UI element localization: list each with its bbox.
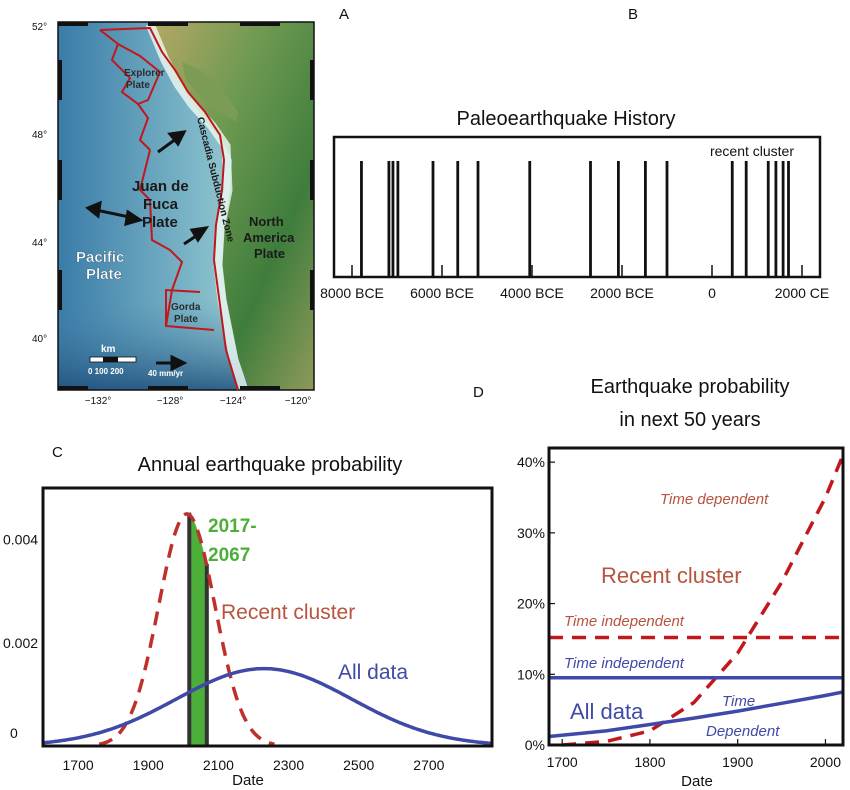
chart-d-frame (547, 446, 845, 747)
recent-cluster-annotation: recent cluster (710, 143, 794, 159)
highlight-label-2: 2067 (208, 545, 250, 566)
label-ti-all: Time independent (564, 655, 685, 672)
x-tick-label: 2000 CE (775, 285, 829, 301)
highlight-window-fill (189, 514, 207, 746)
coast-shelf (145, 22, 249, 392)
chart-b-ticks: 8000 BCE 6000 BCE 4000 BCE 2000 BCE 0 2000 CE (320, 265, 829, 301)
lon-tick: −120° (285, 396, 312, 407)
x-tick-label: 1900 (133, 757, 164, 773)
lat-tick: 40° (32, 334, 47, 345)
lat-tick: 48° (32, 130, 47, 141)
chart-c-plot (42, 511, 493, 746)
label-ti-recent: Time independent (564, 613, 685, 630)
panel-letter-d: D (473, 384, 484, 401)
juan-de-fuca-label-2: Fuca (143, 196, 179, 213)
series-line (42, 666, 493, 746)
latitude-ticks: 52° 48° 44° 40° (32, 22, 47, 345)
paleoearthquake-chart: Paleoearthquake History recent cluster 8… (320, 108, 829, 301)
tectonic-map: Explorer Plate Juan de Fuca Plate Pacifi… (32, 21, 315, 407)
chart-d-xlabel: Date (681, 773, 713, 790)
pacific-label-1: Pacific (76, 249, 124, 266)
lon-tick: −124° (220, 396, 247, 407)
juan-de-fuca-label-3: Plate (142, 214, 178, 231)
x-tick-label: 1800 (634, 754, 665, 770)
y-tick-label: 30% (517, 525, 545, 541)
chart-d-plot (548, 454, 845, 747)
chart-d-title-1: Earthquake probability (590, 376, 789, 398)
x-tick-label: 2100 (203, 757, 234, 773)
y-tick-label: 40% (517, 454, 545, 470)
scale-values-label: 0 100 200 (88, 367, 124, 376)
explorer-label-2: Plate (126, 80, 150, 91)
pacific-label-2: Plate (86, 266, 122, 283)
y-tick-label: 20% (517, 596, 545, 612)
panel-letter-b: B (628, 6, 639, 23)
series-line (98, 511, 275, 746)
legend-recent-cluster: Recent cluster (221, 601, 355, 624)
x-tick-label: 2300 (273, 757, 304, 773)
highlight-label-1: 2017- (208, 516, 257, 537)
chart-c-frame (41, 486, 494, 748)
y-tick-label: 10% (517, 666, 545, 682)
x-tick-label: 2000 (810, 754, 841, 770)
chart-b-frame (332, 135, 822, 279)
group-label-recent: Recent cluster (601, 563, 742, 588)
chart-c-title: Annual earthquake probability (138, 454, 403, 476)
map-frame-checker (58, 22, 314, 390)
label-td-recent: Time dependent (660, 491, 769, 508)
island (182, 62, 238, 122)
lon-tick: −132° (85, 396, 112, 407)
juan-de-fuca-label-1: Juan de (132, 178, 189, 195)
lon-tick: −128° (157, 396, 184, 407)
explorer-label-1: Explorer (124, 68, 165, 79)
chart-d-title-2: in next 50 years (619, 409, 760, 431)
north-america-label-1: North (249, 214, 284, 229)
chart-b-title: Paleoearthquake History (456, 108, 675, 130)
label-td-all-1: Time (722, 693, 755, 710)
x-tick-label: 2000 BCE (590, 285, 654, 301)
gorda-label-1: Gorda (171, 302, 201, 313)
land-area (150, 22, 314, 390)
panel-letter-c: C (52, 444, 63, 461)
velocity-label: 40 mm/yr (148, 369, 183, 378)
x-tick-label: 1900 (722, 754, 753, 770)
y-tick-label: 0 (10, 725, 18, 741)
chart-c-ticks: 1700 1900 2100 2300 2500 2700 0 0.002 0.004 (3, 532, 445, 773)
panel-letter-a: A (339, 6, 350, 23)
legend-all-data: All data (338, 661, 408, 684)
x-tick-label: 1700 (547, 754, 578, 770)
x-tick-label: 2700 (413, 757, 444, 773)
x-tick-label: 8000 BCE (320, 285, 384, 301)
x-tick-label: 2500 (343, 757, 374, 773)
scale-bar (89, 356, 137, 363)
scale-unit-label: km (101, 344, 116, 355)
plate-motion-arrows (85, 130, 210, 372)
x-tick-label: 4000 BCE (500, 285, 564, 301)
x-tick-label: 6000 BCE (410, 285, 474, 301)
lat-tick: 52° (32, 22, 47, 33)
event-lines (360, 161, 790, 277)
y-tick-label: 0% (525, 737, 545, 753)
chart-d-ticks: 1700 1800 1900 2000 0% 10% 20% 30% 40% (517, 454, 841, 770)
north-america-label-3: Plate (254, 246, 285, 261)
fifty-year-probability-chart: Earthquake probability in next 50 years … (517, 376, 845, 790)
lat-tick: 44° (32, 238, 47, 249)
annual-probability-chart: Annual earthquake probability 1700 1900 21… (3, 454, 494, 789)
longitude-ticks: −132° −128° −124° −120° (85, 396, 312, 407)
y-tick-label: 0.002 (3, 635, 38, 651)
x-tick-label: 1700 (63, 757, 94, 773)
group-label-all: All data (570, 699, 644, 724)
y-tick-label: 0.004 (3, 532, 38, 548)
x-tick-label: 0 (708, 285, 716, 301)
label-td-all-2: Dependent (706, 723, 780, 740)
gorda-label-2: Plate (174, 314, 198, 325)
north-america-label-2: America (243, 230, 295, 245)
series-line (548, 690, 844, 739)
chart-c-xlabel: Date (232, 772, 264, 789)
plate-boundaries (99, 26, 239, 391)
